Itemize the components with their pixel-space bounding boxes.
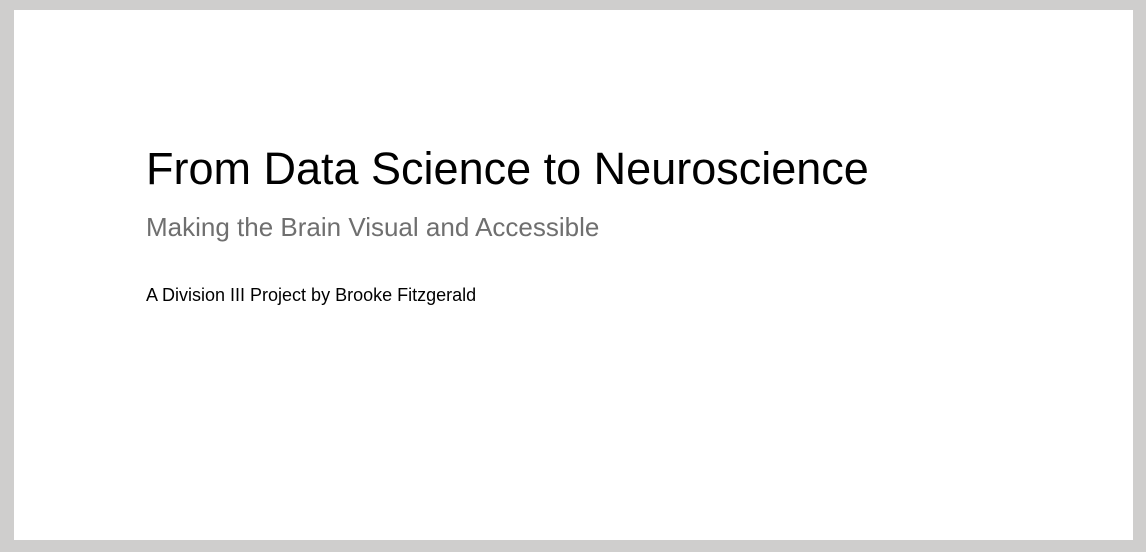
title-slide: From Data Science to Neuroscience Making… [14,10,1133,540]
slide-byline: A Division III Project by Brooke Fitzger… [146,285,477,305]
slide-title: From Data Science to Neuroscience [146,143,869,194]
slide-subtitle: Making the Brain Visual and Accessible [146,212,600,242]
